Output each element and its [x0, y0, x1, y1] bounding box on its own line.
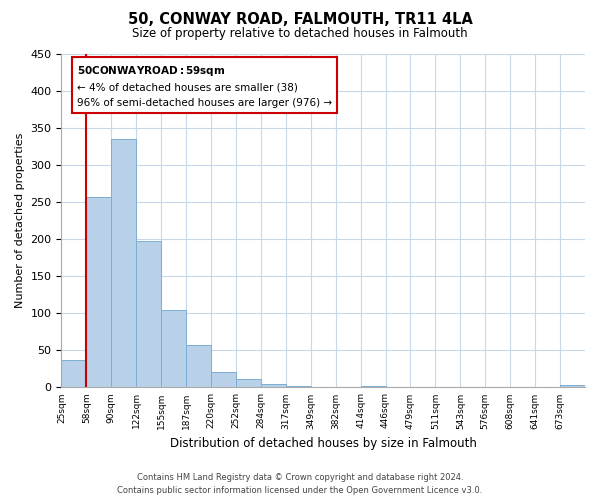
- Bar: [361, 386, 386, 388]
- Bar: [186, 345, 211, 388]
- Bar: [560, 385, 585, 388]
- Text: Contains HM Land Registry data © Crown copyright and database right 2024.
Contai: Contains HM Land Registry data © Crown c…: [118, 474, 482, 495]
- Bar: [111, 139, 136, 388]
- Text: $\mathbf{50 CONWAY ROAD: 59sqm}$
← 4% of detached houses are smaller (38)
96% of: $\mathbf{50 CONWAY ROAD: 59sqm}$ ← 4% of…: [77, 64, 332, 108]
- Y-axis label: Number of detached properties: Number of detached properties: [15, 133, 25, 308]
- Bar: [211, 372, 236, 388]
- Bar: [161, 310, 186, 388]
- Bar: [261, 384, 286, 388]
- Text: Size of property relative to detached houses in Falmouth: Size of property relative to detached ho…: [132, 28, 468, 40]
- Bar: [136, 242, 161, 388]
- Bar: [86, 197, 111, 388]
- Text: 50, CONWAY ROAD, FALMOUTH, TR11 4LA: 50, CONWAY ROAD, FALMOUTH, TR11 4LA: [128, 12, 472, 28]
- Bar: [236, 380, 261, 388]
- X-axis label: Distribution of detached houses by size in Falmouth: Distribution of detached houses by size …: [170, 437, 476, 450]
- Bar: [61, 360, 86, 388]
- Bar: [286, 386, 311, 388]
